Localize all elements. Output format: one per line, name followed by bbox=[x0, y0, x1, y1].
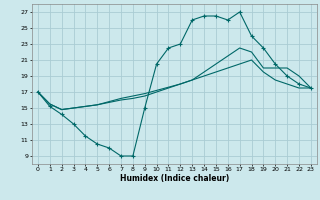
X-axis label: Humidex (Indice chaleur): Humidex (Indice chaleur) bbox=[120, 174, 229, 183]
